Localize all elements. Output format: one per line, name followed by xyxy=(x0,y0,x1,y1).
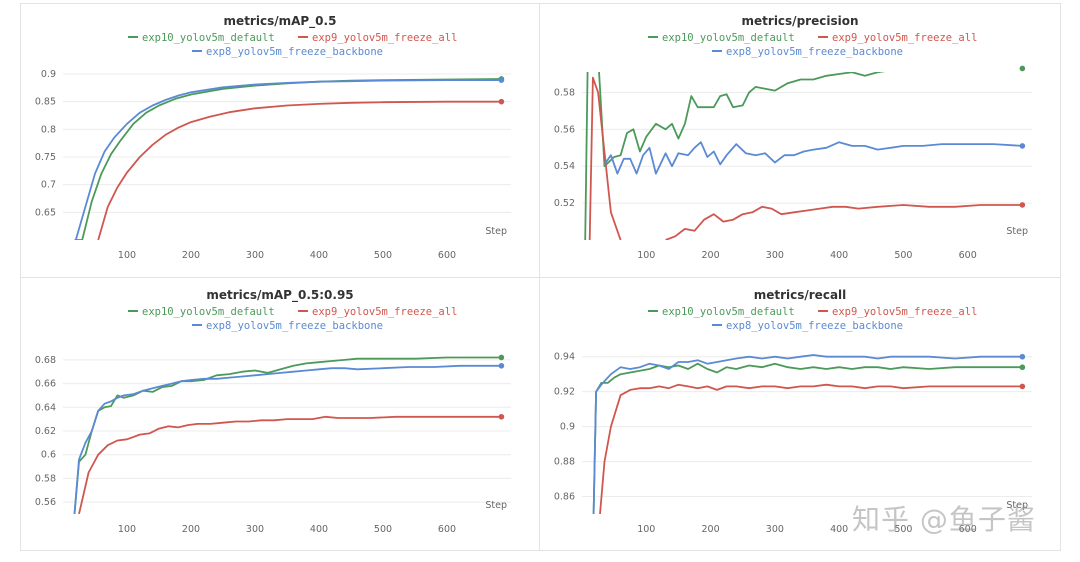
y-tick-label: 0.52 xyxy=(554,198,575,209)
y-tick-label: 0.88 xyxy=(554,457,575,468)
series-line xyxy=(592,362,1023,514)
y-tick-label: 0.9 xyxy=(560,422,575,433)
y-tick-label: 0.85 xyxy=(35,97,56,108)
chart-panel-map0595: metrics/mAP_0.5:0.95 exp10_yolov5m_defaul… xyxy=(20,277,540,551)
x-axis-label: Step xyxy=(485,500,507,511)
x-tick-label: 400 xyxy=(310,250,328,261)
series-end-point xyxy=(498,77,505,83)
x-tick-label: 300 xyxy=(246,524,264,535)
y-tick-label: 0.6 xyxy=(41,450,56,461)
x-tick-label: 600 xyxy=(959,250,977,261)
series-end-point xyxy=(1019,202,1026,208)
series-end-point xyxy=(1019,383,1026,390)
y-tick-label: 0.56 xyxy=(554,124,575,135)
y-tick-label: 0.8 xyxy=(41,124,56,135)
x-tick-label: 100 xyxy=(118,250,136,261)
chart-title: metrics/precision xyxy=(742,14,859,28)
series-line xyxy=(588,76,622,240)
y-tick-label: 0.58 xyxy=(35,473,56,484)
y-tick-label: 0.65 xyxy=(35,207,56,218)
x-tick-label: 600 xyxy=(438,524,456,535)
watermark-text: 知乎 @鱼子酱 xyxy=(852,503,1036,536)
series-end-point xyxy=(498,413,505,420)
series-line xyxy=(592,354,1023,514)
x-tick-label: 500 xyxy=(894,250,912,261)
chart-panel-map05: metrics/mAP_0.5 exp10_yolov5m_default exp9… xyxy=(20,3,540,278)
series-line xyxy=(78,415,502,514)
y-tick-label: 0.9 xyxy=(41,69,56,80)
chart-panel-recall: metrics/recall exp10_yolov5m_default exp9_… xyxy=(539,277,1061,551)
x-tick-label: 100 xyxy=(637,524,655,535)
x-tick-label: 300 xyxy=(766,250,784,261)
series-line xyxy=(584,72,886,240)
y-tick-label: 0.94 xyxy=(554,352,575,363)
x-axis-label: Step xyxy=(1006,226,1028,237)
chart-panel-precision: metrics/precision exp10_yolov5m_default ex… xyxy=(539,3,1061,278)
series-line xyxy=(74,79,502,240)
legend-label: exp10_yolov5m_default xyxy=(142,306,275,318)
series-line xyxy=(599,383,1023,514)
chart-recall: metrics/recall exp10_yolov5m_default exp9_… xyxy=(554,288,1032,535)
series-line xyxy=(73,356,502,514)
y-tick-label: 0.75 xyxy=(35,152,56,163)
chart-title: metrics/mAP_0.5:0.95 xyxy=(206,288,353,303)
series-end-point xyxy=(498,98,505,105)
legend-label: exp9_yolov5m_freeze_all xyxy=(832,32,977,44)
x-tick-label: 100 xyxy=(118,524,136,535)
series-line xyxy=(665,204,1023,240)
series-end-point xyxy=(1019,353,1026,360)
y-tick-label: 0.56 xyxy=(35,497,56,508)
x-tick-label: 200 xyxy=(702,524,720,535)
series-line xyxy=(97,100,502,240)
chart-title: metrics/mAP_0.5 xyxy=(224,14,337,29)
x-tick-label: 300 xyxy=(246,250,264,261)
legend-label: exp10_yolov5m_default xyxy=(142,32,275,44)
legend-label: exp8_yolov5m_freeze_backbone xyxy=(726,320,903,332)
x-tick-label: 600 xyxy=(438,250,456,261)
series-end-point xyxy=(1019,65,1026,72)
x-tick-label: 500 xyxy=(374,250,392,261)
series-end-point xyxy=(1019,143,1026,149)
x-tick-label: 400 xyxy=(310,524,328,535)
legend-label: exp10_yolov5m_default xyxy=(662,306,795,318)
legend-label: exp10_yolov5m_default xyxy=(662,32,795,44)
x-tick-label: 300 xyxy=(766,524,784,535)
series-end-point xyxy=(1019,364,1026,371)
x-axis-label: Step xyxy=(1006,500,1028,511)
y-tick-label: 0.64 xyxy=(35,402,56,413)
legend-label: exp8_yolov5m_freeze_backbone xyxy=(206,320,383,332)
y-tick-label: 0.62 xyxy=(35,426,56,437)
x-tick-label: 200 xyxy=(702,250,720,261)
x-tick-label: 400 xyxy=(830,524,848,535)
x-tick-label: 100 xyxy=(637,250,655,261)
x-tick-label: 400 xyxy=(830,250,848,261)
y-tick-label: 0.86 xyxy=(554,492,575,503)
x-tick-label: 600 xyxy=(959,524,977,535)
x-axis-label: Step xyxy=(485,226,507,237)
y-tick-label: 0.68 xyxy=(35,355,56,366)
x-tick-label: 500 xyxy=(374,524,392,535)
y-tick-label: 0.54 xyxy=(554,161,575,172)
series-line xyxy=(603,141,1023,175)
x-tick-label: 200 xyxy=(182,524,200,535)
series-line xyxy=(73,364,502,514)
y-tick-label: 0.92 xyxy=(554,387,575,398)
series-end-point xyxy=(498,354,505,361)
y-tick-label: 0.58 xyxy=(554,87,575,98)
legend-label: exp8_yolov5m_freeze_backbone xyxy=(726,46,903,58)
chart-map05: metrics/mAP_0.5 exp10_yolov5m_default exp9… xyxy=(35,14,511,261)
x-tick-label: 500 xyxy=(894,524,912,535)
y-tick-label: 0.7 xyxy=(41,180,56,191)
chart-map0595: metrics/mAP_0.5:0.95 exp10_yolov5m_defaul… xyxy=(35,288,511,535)
series-end-point xyxy=(498,362,505,369)
legend-label: exp9_yolov5m_freeze_all xyxy=(312,32,457,44)
x-tick-label: 200 xyxy=(182,250,200,261)
chart-title: metrics/recall xyxy=(754,288,847,302)
legend-label: exp9_yolov5m_freeze_all xyxy=(832,306,977,318)
legend-label: exp9_yolov5m_freeze_all xyxy=(312,306,457,318)
legend-label: exp8_yolov5m_freeze_backbone xyxy=(206,46,383,58)
y-tick-label: 0.66 xyxy=(35,379,56,390)
